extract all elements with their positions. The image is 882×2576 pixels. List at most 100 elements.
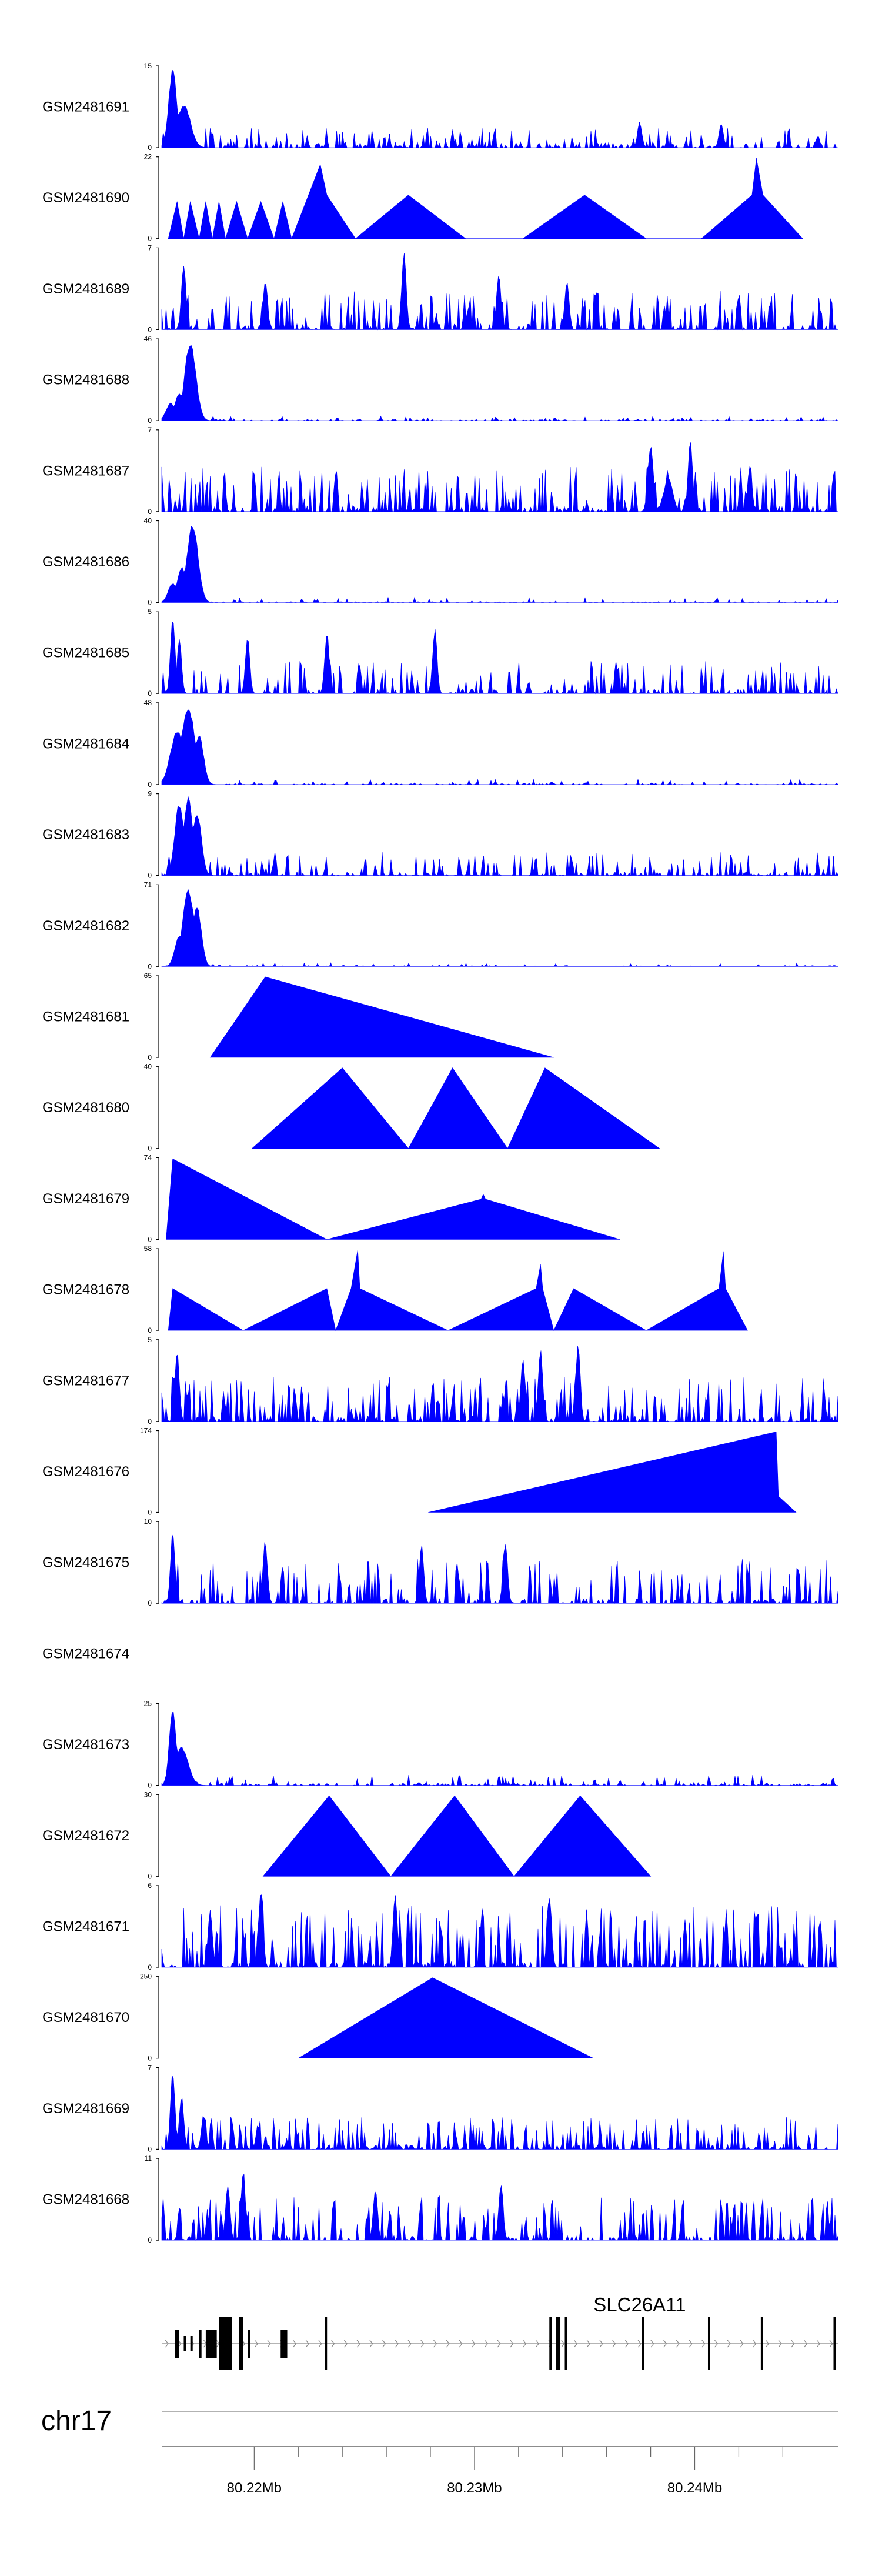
y-max-label: 15: [144, 62, 152, 70]
track-label: GSM2481677: [42, 1373, 129, 1389]
strand-arrow: [318, 2340, 322, 2348]
track-label: GSM2481670: [42, 2010, 129, 2026]
coverage-area: [161, 1712, 838, 1786]
strand-arrow: [676, 2340, 680, 2348]
y-min-label: 0: [148, 599, 152, 607]
strand-arrow: [778, 2340, 782, 2348]
x-tick-label: 80.24Mb: [667, 2480, 722, 2496]
y-min-label: 0: [148, 1326, 152, 1334]
y-max-label: 9: [148, 790, 152, 798]
coverage-area: [298, 1977, 594, 2058]
strand-arrow: [165, 2340, 169, 2348]
coverage-area: [251, 1067, 660, 1149]
track-gsm2481690: GSM2481690 22 0: [42, 153, 803, 243]
exon: [280, 2330, 288, 2358]
track-gsm2481680: GSM2481680 40 0: [42, 1063, 660, 1153]
track-label: GSM2481669: [42, 2101, 129, 2117]
coverage-area: [428, 1432, 797, 1513]
track-label: GSM2481673: [42, 1737, 129, 1753]
coverage-area: [209, 976, 554, 1058]
y-min-label: 0: [148, 325, 152, 333]
exon: [183, 2336, 186, 2351]
track-gsm2481685: GSM2481685 5 0: [42, 608, 838, 698]
strand-arrow: [305, 2340, 310, 2348]
coverage-area: [262, 1795, 652, 1877]
strand-arrow: [624, 2340, 629, 2348]
strand-arrow: [523, 2340, 527, 2348]
strand-arrow: [663, 2340, 667, 2348]
y-max-label: 30: [144, 1790, 152, 1798]
gene-name-label: SLC26A11: [593, 2294, 686, 2315]
strand-arrow: [689, 2340, 693, 2348]
track-label: GSM2481676: [42, 1464, 129, 1480]
x-tick-label: 80.23Mb: [447, 2480, 502, 2496]
y-max-label: 58: [144, 1244, 152, 1253]
strand-arrow: [395, 2340, 399, 2348]
track-label: GSM2481675: [42, 1555, 129, 1571]
strand-arrow: [650, 2340, 654, 2348]
exon: [248, 2330, 250, 2358]
track-label: GSM2481685: [42, 645, 129, 661]
coverage-area: [168, 158, 803, 239]
exon: [760, 2317, 763, 2370]
strand-arrow: [446, 2340, 450, 2348]
y-max-label: 10: [144, 1517, 152, 1526]
strand-arrow: [472, 2340, 476, 2348]
genome-axis-track: chr17 80.22Mb 80.23Mb 80.24Mb: [41, 2405, 838, 2496]
track-gsm2481670: GSM2481670 250 0: [42, 1973, 594, 2063]
strand-arrow: [420, 2340, 425, 2348]
track-gsm2481669: GSM2481669 7 0: [42, 2063, 838, 2153]
coverage-area: [166, 1158, 620, 1240]
y-max-label: 40: [144, 517, 152, 525]
coverage-area: [161, 2075, 838, 2150]
strand-arrow: [510, 2340, 514, 2348]
y-min-label: 0: [148, 1599, 152, 1607]
y-min-label: 0: [148, 508, 152, 516]
strand-arrow: [574, 2340, 578, 2348]
track-gsm2481679: GSM2481679 74 0: [42, 1153, 620, 1243]
track-gsm2481671: GSM2481671 6 0: [42, 1881, 838, 1971]
y-min-label: 0: [148, 2236, 152, 2244]
track-label: GSM2481678: [42, 1282, 129, 1298]
y-min-label: 0: [148, 1144, 152, 1153]
y-min-label: 0: [148, 1417, 152, 1426]
exon: [833, 2317, 836, 2370]
y-min-label: 0: [148, 2054, 152, 2063]
y-min-label: 0: [148, 1053, 152, 1062]
track-label: GSM2481690: [42, 190, 129, 206]
track-gsm2481678: GSM2481678 58 0: [42, 1244, 748, 1334]
exon: [175, 2330, 179, 2358]
exon: [642, 2317, 644, 2370]
track-gsm2481673: GSM2481673 25 0: [42, 1700, 838, 1790]
gene-model-track: SLC26A11: [162, 2294, 838, 2370]
track-label: GSM2481684: [42, 736, 129, 752]
strand-arrow: [331, 2340, 335, 2348]
strand-arrow: [343, 2340, 348, 2348]
strand-arrow: [484, 2340, 489, 2348]
exon: [556, 2317, 561, 2370]
strand-arrow: [829, 2340, 833, 2348]
coverage-area: [161, 2173, 838, 2241]
y-min-label: 0: [148, 1963, 152, 1971]
y-max-label: 174: [140, 1427, 152, 1435]
track-label: GSM2481687: [42, 463, 129, 479]
coverage-area: [161, 709, 838, 785]
track-gsm2481688: GSM2481688 46 0: [42, 335, 839, 425]
track-label: GSM2481686: [42, 554, 129, 570]
y-max-label: 5: [148, 1336, 152, 1344]
y-max-label: 5: [148, 608, 152, 616]
track-gsm2481677: GSM2481677 5 0: [42, 1336, 838, 1426]
exon: [549, 2317, 552, 2370]
strand-arrow: [727, 2340, 731, 2348]
track-gsm2481672: GSM2481672 30 0: [42, 1790, 652, 1880]
strand-arrow: [791, 2340, 795, 2348]
y-max-label: 7: [148, 2063, 152, 2071]
strand-arrow: [254, 2340, 259, 2348]
strand-arrow: [267, 2340, 271, 2348]
track-gsm2481682: GSM2481682 71 0: [42, 880, 838, 970]
y-max-label: 22: [144, 153, 152, 161]
strand-arrow: [753, 2340, 757, 2348]
track-gsm2481686: GSM2481686 40 0: [42, 517, 838, 607]
strand-arrow: [765, 2340, 770, 2348]
